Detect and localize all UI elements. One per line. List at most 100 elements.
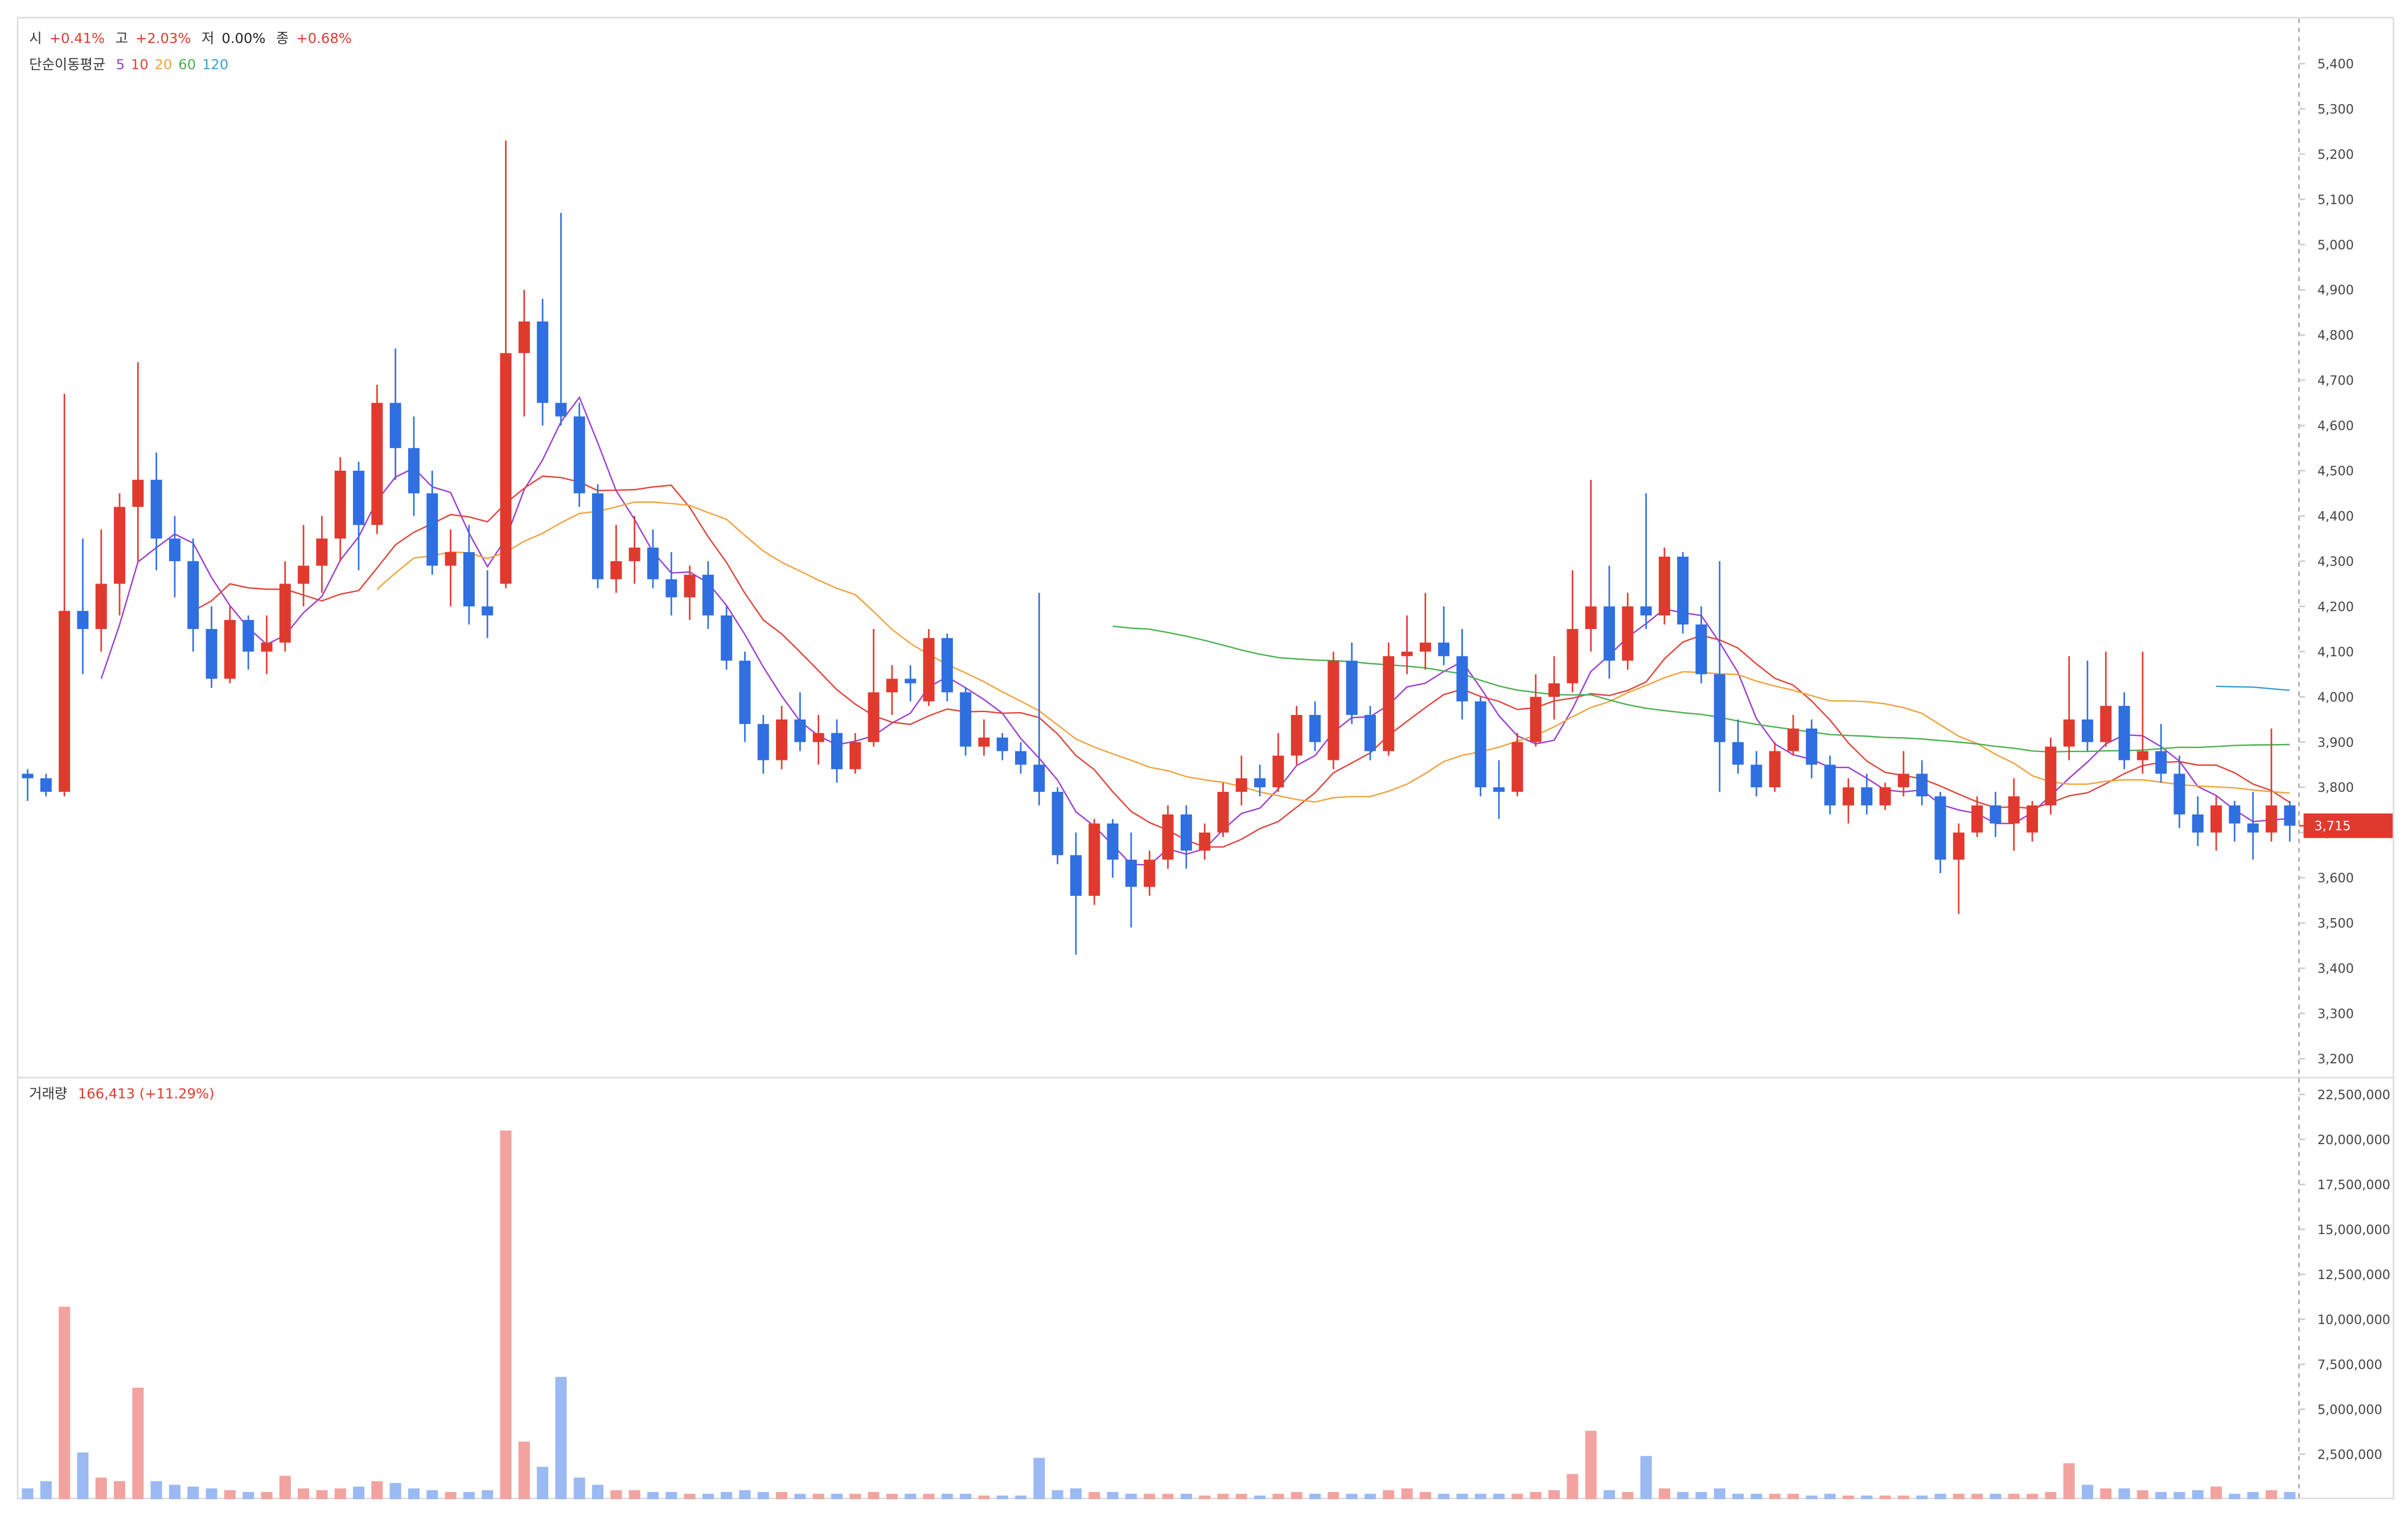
volume-bar [1144,1494,1156,1499]
candle-body [2026,805,2039,833]
y2-tick-label: 10,000,000 [2317,1313,2390,1327]
y-tick-label: 3,200 [2317,1052,2354,1067]
candle-body [169,538,180,561]
candle-body [1897,774,1909,788]
volume-bar [1806,1495,1818,1499]
volume-bar [1990,1494,2002,1499]
candle-body [463,552,475,607]
candle-body [334,470,346,539]
volume-bar [389,1483,401,1499]
candle-body [1125,860,1137,887]
y-tick-label: 3,300 [2317,1006,2354,1021]
candle-body [1916,774,1928,797]
candle-body [2173,774,2185,815]
volume-bar [1603,1490,1615,1499]
candle-body [628,548,640,561]
volume-bar [1934,1494,1946,1499]
volume-bar [886,1494,898,1499]
candle-body [518,321,530,353]
volume-bar [868,1492,880,1499]
candle-body [1824,764,1836,805]
candle-body [224,620,236,679]
candle-body [2081,719,2093,742]
volume-bar [1732,1494,1744,1499]
volume-legend: 거래량 166,413 (+11.29%) [29,1085,214,1101]
candle-body [1861,787,1873,805]
volume-bar [261,1492,273,1499]
y-tick-label: 4,600 [2317,419,2354,434]
candle-body [1548,683,1560,697]
candle-body [978,737,990,747]
volume-bar [849,1494,861,1499]
y2-tick-label: 20,000,000 [2317,1133,2390,1148]
volume-bar [2100,1488,2112,1499]
volume-bar [169,1485,180,1499]
last-price-label: 3,715 [2314,819,2351,834]
volume-bar [702,1494,714,1499]
volume-bar [1309,1494,1321,1499]
volume-bar [1622,1492,1634,1499]
ohlc-value: +0.41% [50,30,105,47]
volume-bar [1125,1494,1137,1499]
candle-body [1051,792,1063,856]
ma-period: 10 [131,56,149,72]
candle-body [776,719,788,760]
candle-body [1217,792,1229,833]
candle-body [279,583,291,643]
volume-bar [1916,1495,1928,1499]
last-price-tag [2303,813,2393,838]
volume-bar [2284,1492,2296,1499]
volume-bar [1070,1488,1082,1499]
candle-body [1199,832,1211,851]
volume-bar [2155,1492,2167,1499]
volume-bar [95,1477,107,1499]
candle-body [868,692,880,742]
candle-body [1806,728,1818,765]
volume-bar [1787,1494,1799,1499]
volume-bar [1033,1458,1045,1499]
volume-bar [905,1494,917,1499]
candle-body [1419,642,1431,652]
ma-period: 20 [155,56,172,72]
volume-bar [2173,1492,2185,1499]
volume-bar [1051,1490,1063,1499]
volume-bar [1217,1494,1229,1499]
volume-bar [1824,1494,1836,1499]
volume-bar [2118,1488,2130,1499]
candle-body [1180,814,1192,851]
ohlc-value: +2.03% [135,30,191,47]
ohlc-label: 시 [29,30,42,47]
candle-body [1934,796,1946,860]
candle-body [2247,823,2259,833]
volume-bar [371,1481,383,1499]
volume-bar [1567,1474,1579,1499]
candle-body [1732,742,1744,765]
ohlc-value: +0.68% [296,30,351,47]
volume-bar [812,1494,824,1499]
volume-bar [426,1490,438,1499]
volume-bar [298,1488,310,1499]
candle-body [1879,787,1891,805]
volume-bar [996,1495,1008,1499]
volume-bar [2210,1486,2222,1499]
volume-bar [243,1492,254,1499]
volume-bar [1346,1494,1358,1499]
candle-body [243,620,254,652]
moving-average-line [192,475,2290,848]
candle-body [721,615,733,661]
volume-bar [1254,1495,1266,1499]
candle-body [794,719,806,742]
ohlc-value: 0.00% [221,30,265,47]
y-tick-label: 4,900 [2317,283,2354,298]
candle-body [1254,778,1266,788]
y-tick-label: 4,500 [2317,464,2354,479]
candle-body [2045,746,2057,805]
volume-bar [665,1492,677,1499]
volume-bar [334,1488,346,1499]
candle-body [1015,751,1027,765]
candle-body [1328,660,1339,760]
y2-tick-label: 15,000,000 [2317,1223,2390,1237]
candle-body [132,479,144,507]
y-tick-label: 5,100 [2317,192,2354,207]
volume-bar [1291,1492,1302,1499]
